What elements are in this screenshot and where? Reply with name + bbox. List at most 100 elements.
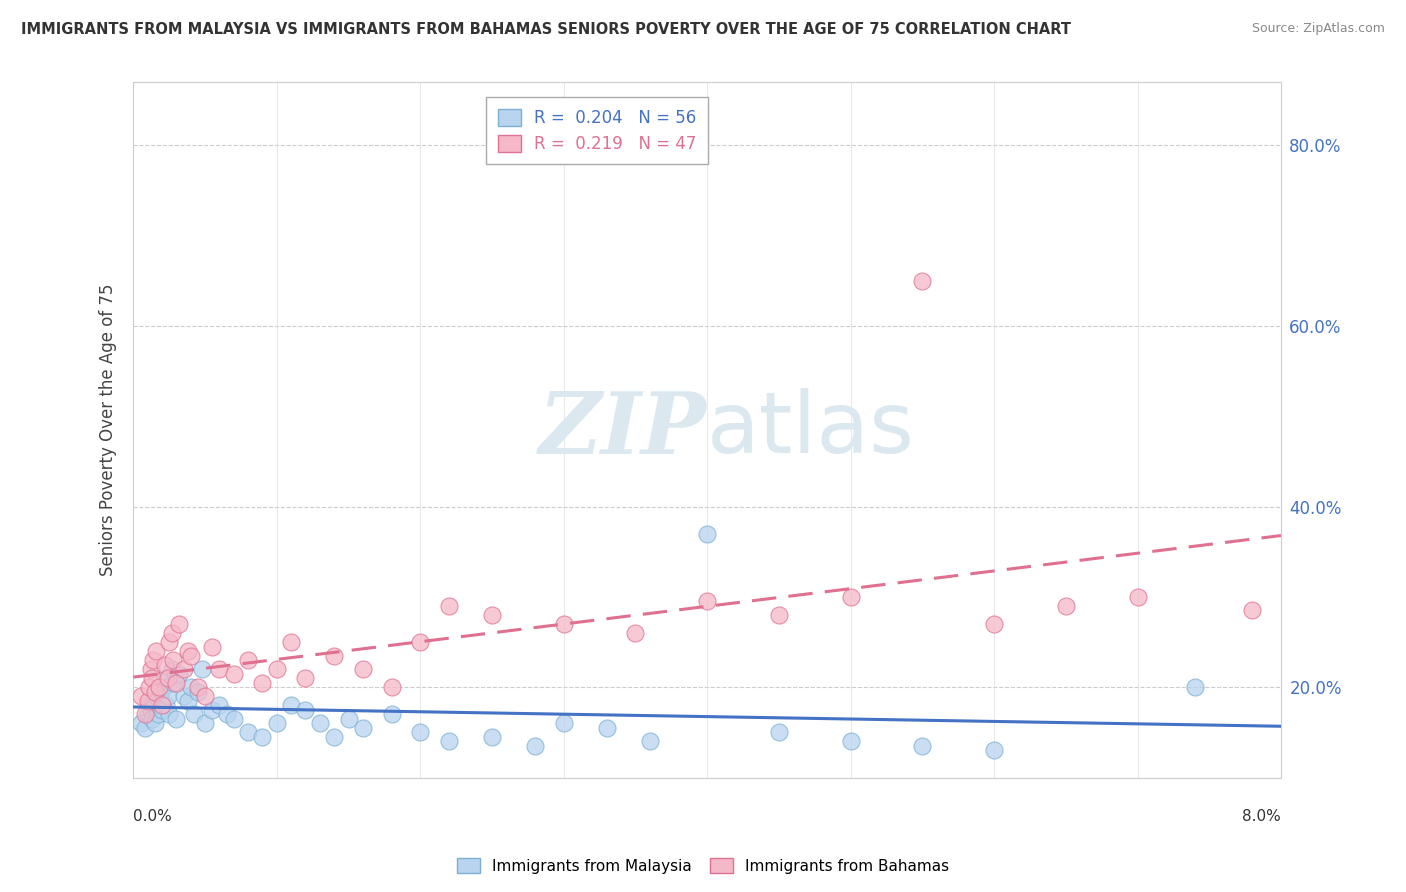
Text: atlas: atlas bbox=[707, 388, 915, 471]
Point bbox=[194, 716, 217, 731]
Point bbox=[294, 703, 316, 717]
Point bbox=[839, 590, 862, 604]
Point bbox=[145, 690, 167, 704]
Point bbox=[352, 662, 374, 676]
Point bbox=[129, 716, 152, 731]
Point bbox=[157, 635, 180, 649]
Point bbox=[236, 725, 259, 739]
Point bbox=[911, 739, 934, 753]
Point bbox=[208, 662, 231, 676]
Point bbox=[768, 607, 790, 622]
Point bbox=[165, 712, 187, 726]
Point bbox=[129, 690, 152, 704]
Point bbox=[150, 698, 173, 713]
Point bbox=[173, 662, 195, 676]
Point bbox=[266, 716, 288, 731]
Point bbox=[162, 675, 184, 690]
Point bbox=[553, 617, 575, 632]
Point bbox=[167, 666, 190, 681]
Point bbox=[380, 680, 402, 694]
Text: ZIP: ZIP bbox=[540, 388, 707, 472]
Point bbox=[143, 716, 166, 731]
Point bbox=[139, 662, 162, 676]
Point bbox=[983, 617, 1005, 632]
Point bbox=[481, 607, 503, 622]
Point bbox=[308, 716, 330, 731]
Point bbox=[524, 739, 547, 753]
Point bbox=[177, 644, 200, 658]
Point bbox=[139, 703, 162, 717]
Point bbox=[201, 640, 224, 654]
Point bbox=[768, 725, 790, 739]
Y-axis label: Seniors Poverty Over the Age of 75: Seniors Poverty Over the Age of 75 bbox=[100, 284, 117, 576]
Point bbox=[145, 644, 167, 658]
Point bbox=[437, 734, 460, 748]
Point bbox=[323, 730, 346, 744]
Point bbox=[146, 707, 169, 722]
Point bbox=[1126, 590, 1149, 604]
Text: IMMIGRANTS FROM MALAYSIA VS IMMIGRANTS FROM BAHAMAS SENIORS POVERTY OVER THE AGE: IMMIGRANTS FROM MALAYSIA VS IMMIGRANTS F… bbox=[21, 22, 1071, 37]
Point bbox=[337, 712, 360, 726]
Point bbox=[1241, 603, 1264, 617]
Point bbox=[236, 653, 259, 667]
Point bbox=[409, 725, 432, 739]
Point bbox=[191, 662, 214, 676]
Point bbox=[142, 694, 165, 708]
Point bbox=[983, 743, 1005, 757]
Point bbox=[162, 653, 184, 667]
Point bbox=[553, 716, 575, 731]
Point bbox=[839, 734, 862, 748]
Point bbox=[138, 698, 160, 713]
Point bbox=[142, 653, 165, 667]
Point bbox=[156, 671, 179, 685]
Point bbox=[1184, 680, 1206, 694]
Point bbox=[187, 684, 209, 698]
Point bbox=[294, 671, 316, 685]
Point bbox=[187, 680, 209, 694]
Point bbox=[180, 680, 202, 694]
Text: Source: ZipAtlas.com: Source: ZipAtlas.com bbox=[1251, 22, 1385, 36]
Point bbox=[153, 671, 176, 685]
Point bbox=[638, 734, 661, 748]
Point bbox=[323, 648, 346, 663]
Point bbox=[143, 684, 166, 698]
Point bbox=[136, 694, 159, 708]
Point bbox=[596, 721, 619, 735]
Point bbox=[201, 703, 224, 717]
Legend: Immigrants from Malaysia, Immigrants from Bahamas: Immigrants from Malaysia, Immigrants fro… bbox=[451, 852, 955, 880]
Point bbox=[194, 690, 217, 704]
Point bbox=[696, 594, 718, 608]
Point bbox=[222, 666, 245, 681]
Point bbox=[437, 599, 460, 613]
Point bbox=[167, 617, 190, 632]
Point bbox=[183, 707, 205, 722]
Point bbox=[215, 707, 238, 722]
Point bbox=[208, 698, 231, 713]
Point bbox=[911, 274, 934, 288]
Point bbox=[280, 698, 302, 713]
Point bbox=[165, 675, 187, 690]
Point bbox=[696, 526, 718, 541]
Point bbox=[149, 684, 172, 698]
Text: 8.0%: 8.0% bbox=[1243, 809, 1281, 824]
Point bbox=[1054, 599, 1077, 613]
Point bbox=[160, 662, 183, 676]
Point bbox=[173, 690, 195, 704]
Point bbox=[222, 712, 245, 726]
Point bbox=[280, 635, 302, 649]
Point bbox=[180, 648, 202, 663]
Point bbox=[156, 690, 179, 704]
Point bbox=[148, 680, 170, 694]
Point bbox=[141, 671, 163, 685]
Point bbox=[252, 730, 274, 744]
Point bbox=[134, 707, 156, 722]
Point bbox=[624, 626, 647, 640]
Point bbox=[153, 657, 176, 672]
Point bbox=[150, 703, 173, 717]
Point bbox=[481, 730, 503, 744]
Legend: R =  0.204   N = 56, R =  0.219   N = 47: R = 0.204 N = 56, R = 0.219 N = 47 bbox=[486, 97, 709, 164]
Point bbox=[141, 712, 163, 726]
Point bbox=[134, 721, 156, 735]
Point bbox=[409, 635, 432, 649]
Point bbox=[157, 707, 180, 722]
